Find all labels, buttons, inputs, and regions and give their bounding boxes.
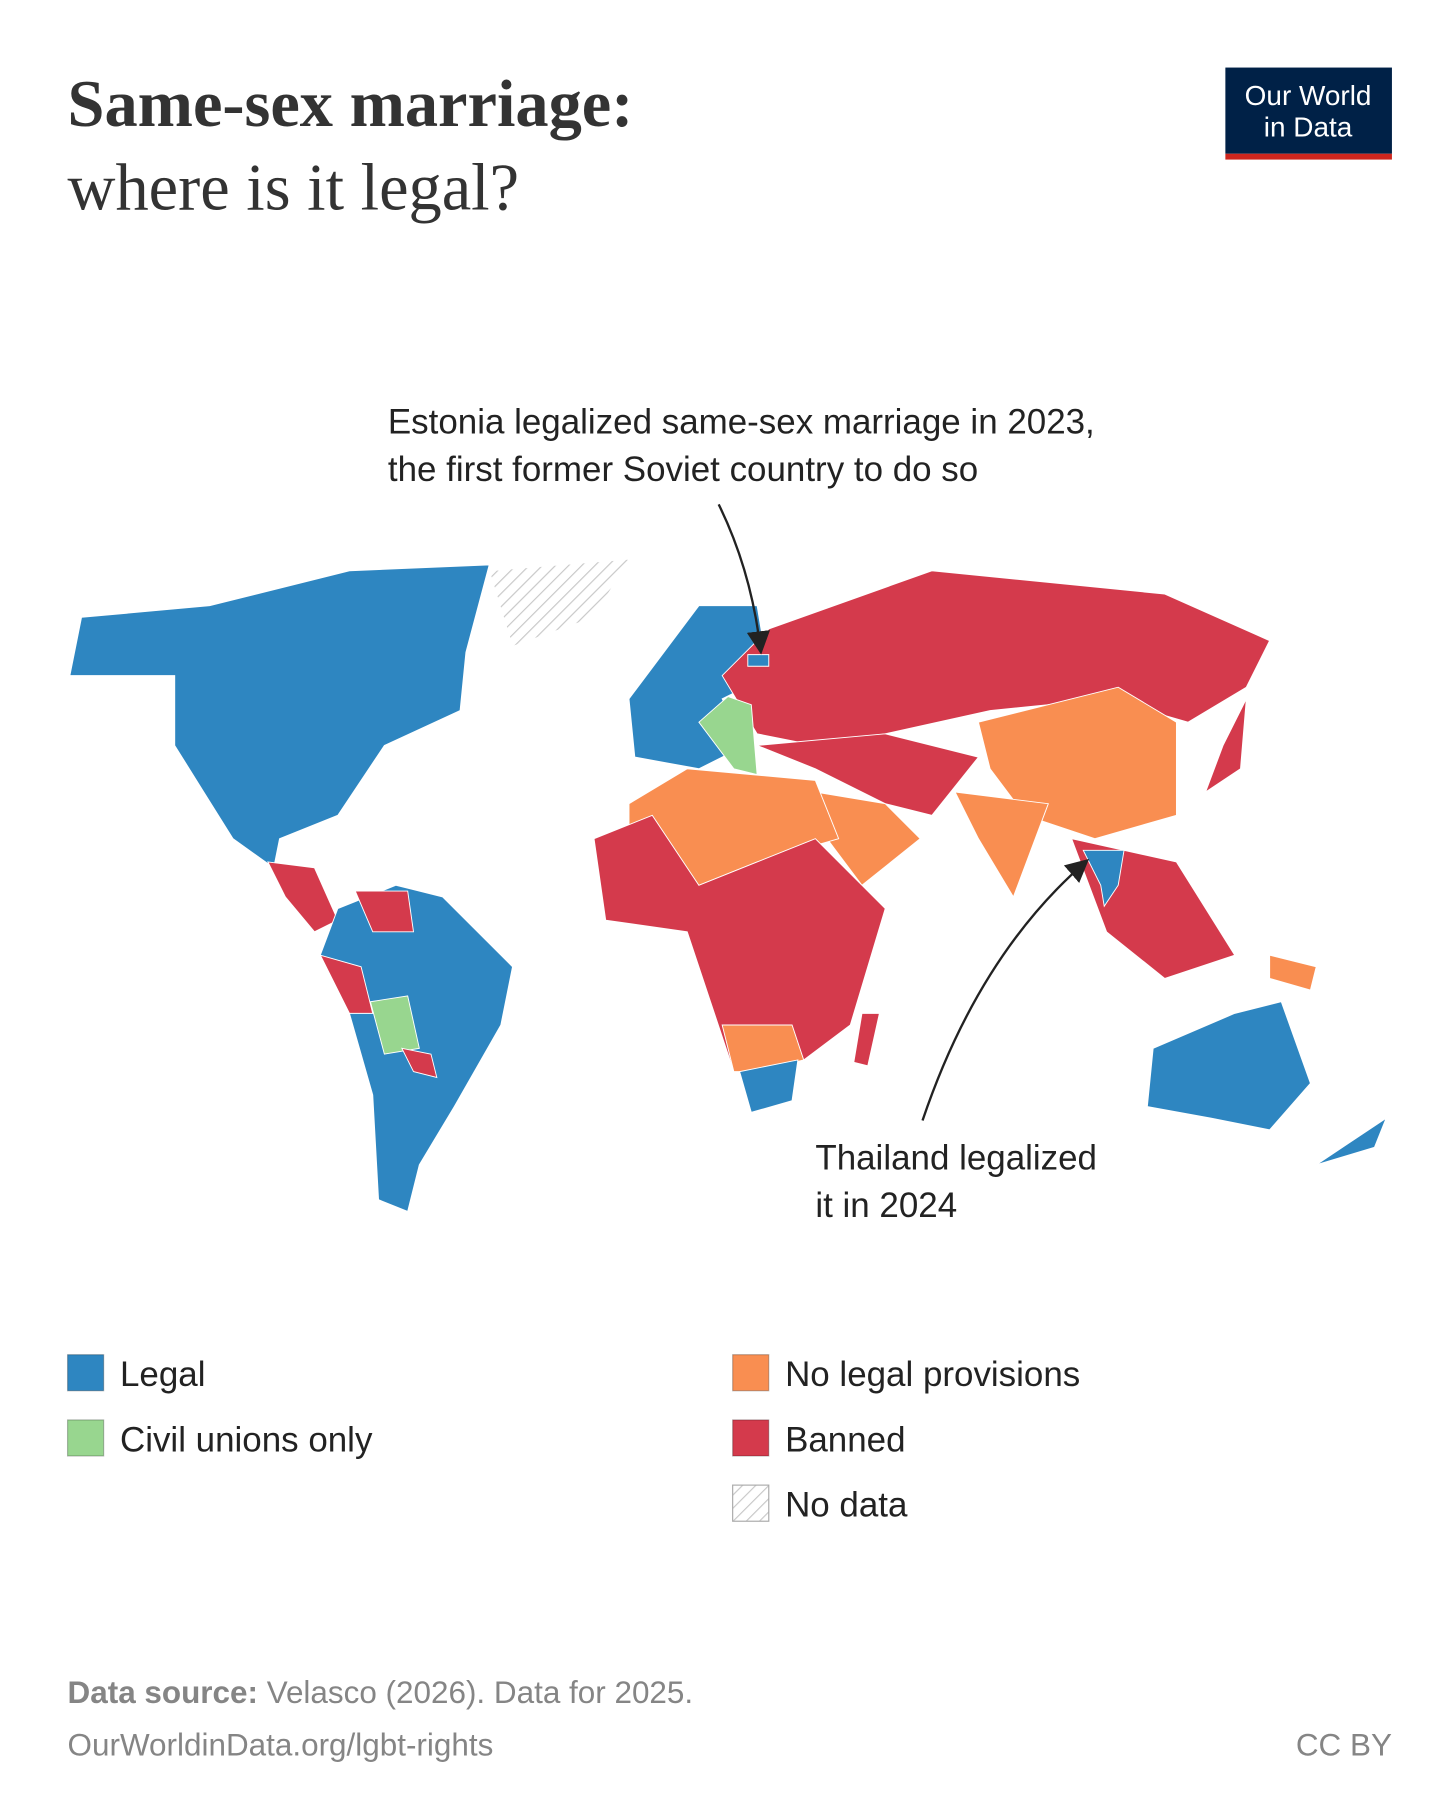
- madagascar: [853, 1012, 881, 1067]
- title-line-2: where is it legal?: [68, 152, 520, 225]
- annotation-arrow: [717, 503, 771, 655]
- legend-swatch: [732, 1484, 770, 1522]
- logo-text: in Data: [1264, 111, 1353, 142]
- annotation-arrow: [921, 858, 1090, 1121]
- central-asia: [756, 733, 980, 816]
- italy-central-europe: [698, 696, 758, 776]
- logo-text: Our World: [1245, 80, 1372, 111]
- legend-label: Banned: [785, 1420, 905, 1459]
- central-africa: [593, 814, 886, 1073]
- logo-box: [1225, 67, 1392, 154]
- venezuela: [354, 890, 415, 933]
- license: CC BY: [1296, 1727, 1392, 1762]
- source-url: OurWorldinData.org/lgbt-rights: [68, 1727, 494, 1762]
- source-text: Velasco (2026). Data for 2025.: [267, 1675, 693, 1710]
- world-map: [69, 558, 1388, 1213]
- legend-swatch: [66, 1354, 105, 1392]
- bolivia: [369, 995, 420, 1055]
- source: Data source: Velasco (2026). Data for 20…: [68, 1675, 694, 1710]
- australia: [1146, 1001, 1311, 1131]
- legend-swatch: [732, 1354, 770, 1392]
- content: Same-sex marriage: where is it legal? Ou…: [66, 67, 1392, 1762]
- new-zealand: [1315, 1116, 1388, 1166]
- south-africa: [739, 1059, 799, 1113]
- legend-label: Legal: [120, 1355, 205, 1394]
- india: [954, 791, 1049, 898]
- greenland: [488, 558, 630, 648]
- north-america: [69, 564, 490, 869]
- legend-swatch: [66, 1419, 105, 1457]
- legend-label: No legal provisions: [785, 1355, 1080, 1394]
- peru: [319, 954, 374, 1014]
- thailand: [1082, 849, 1125, 908]
- annotation: Thailand legalized: [815, 1138, 1097, 1177]
- estonia: [747, 654, 770, 667]
- annotation: the first former Soviet country to do so: [388, 450, 978, 489]
- logo: Our World in Data: [1225, 67, 1392, 160]
- legend: Legal Civil unions only No legal provision…: [66, 1354, 1080, 1525]
- paraguay: [401, 1047, 438, 1079]
- legend-label: No data: [785, 1486, 908, 1525]
- legend-label: Civil unions only: [120, 1420, 373, 1459]
- papua-new-guinea: [1269, 954, 1317, 991]
- logo-underline: [1225, 153, 1392, 160]
- annotation: it in 2024: [815, 1186, 957, 1225]
- source-label: Data source:: [68, 1675, 258, 1710]
- central-america: [267, 861, 339, 933]
- title-line-1: Same-sex marriage:: [68, 68, 634, 141]
- japan: [1204, 698, 1247, 794]
- annotation: Estonia legalized same-sex marriage in 2…: [388, 402, 1095, 441]
- legend-swatch: [732, 1419, 770, 1457]
